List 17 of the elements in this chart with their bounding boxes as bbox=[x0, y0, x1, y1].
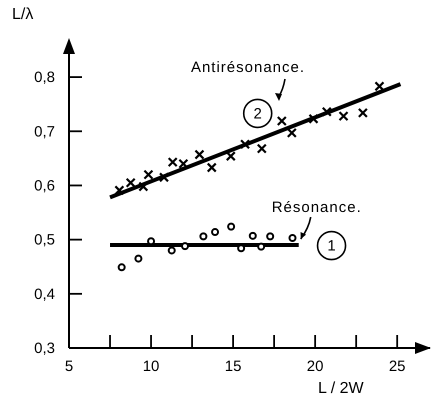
annotation: 2 bbox=[254, 105, 262, 122]
y-tick-label: 0,3 bbox=[34, 340, 55, 357]
y-tick-label: 0,6 bbox=[34, 177, 55, 194]
annotation: Antirésonance. bbox=[190, 59, 306, 76]
x-tick-label: 15 bbox=[224, 358, 242, 375]
annotation: 1 bbox=[327, 238, 336, 255]
y-tick-label: 0,8 bbox=[34, 69, 55, 86]
x-axis-title: L / 2W bbox=[318, 380, 364, 398]
x-tick-label: 20 bbox=[306, 358, 324, 375]
y-axis-title: L/λ bbox=[12, 6, 34, 24]
x-tick-label: 5 bbox=[64, 358, 74, 375]
y-tick-label: 0,5 bbox=[34, 232, 55, 249]
annotation: Résonance. bbox=[272, 199, 362, 216]
y-tick-label: 0,4 bbox=[34, 286, 55, 303]
x-tick-label: 25 bbox=[388, 358, 406, 375]
y-tick-label: 0,7 bbox=[34, 123, 55, 140]
x-tick-label: 10 bbox=[142, 358, 160, 375]
